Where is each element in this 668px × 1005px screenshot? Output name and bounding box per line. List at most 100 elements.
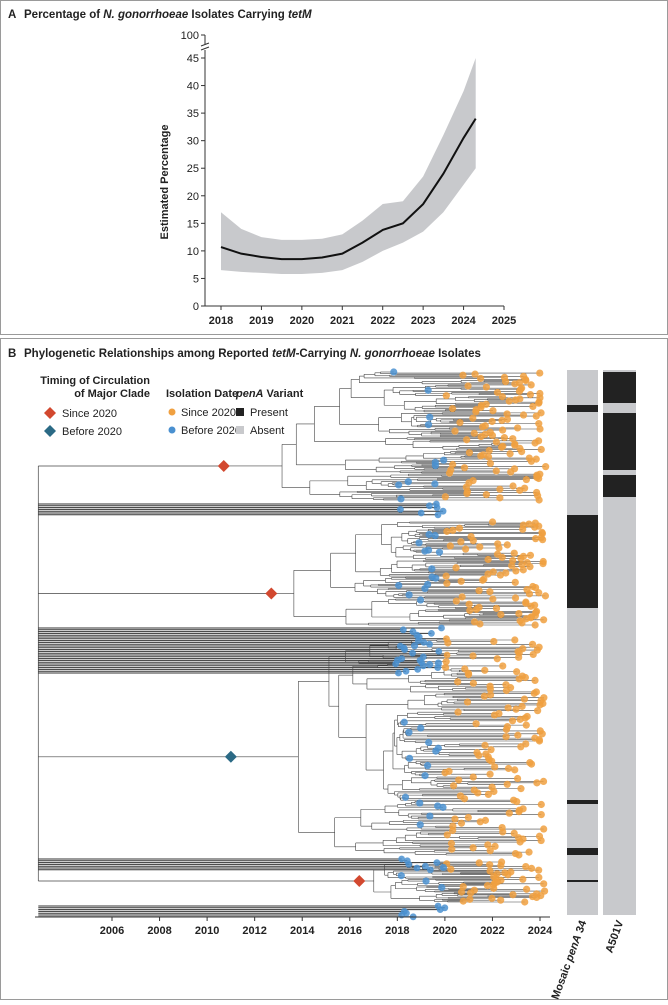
tree-tip: [492, 604, 501, 612]
panel-a-border: [0, 0, 668, 335]
tree-tip: [452, 597, 460, 605]
tree-tip: [442, 392, 450, 400]
tree-tip: [443, 651, 451, 659]
x-tick-label: 2021: [330, 315, 354, 327]
tree-tip: [488, 894, 496, 902]
tree-tip: [480, 692, 489, 700]
axis-break: [200, 42, 210, 51]
tree-tip: [515, 675, 523, 683]
text-part: Isolates: [435, 348, 481, 360]
tree-tip: [469, 679, 478, 687]
tree-tip: [465, 449, 474, 457]
tree-tip: [503, 410, 511, 418]
tree-tip: [527, 602, 535, 610]
tree-tip: [535, 420, 543, 428]
tree-tip: [451, 427, 459, 435]
tree-tip: [455, 776, 463, 784]
tree-tip: [535, 737, 544, 745]
tree-tip: [466, 606, 474, 615]
tree-tip: [495, 544, 503, 552]
panel-b: B Phylogenetic Relationships among Report…: [8, 348, 636, 1001]
tree-tip: [456, 418, 464, 427]
tree-tip: [464, 671, 473, 679]
tree-tip: [531, 439, 539, 447]
tree-tip: [470, 618, 479, 626]
tree-tip: [422, 862, 429, 870]
tree-tip: [492, 467, 500, 475]
tree-tip: [483, 882, 492, 890]
tree-tip: [486, 861, 494, 869]
tree-tip: [520, 695, 529, 703]
tree-tip: [515, 653, 523, 661]
tree-tip: [414, 666, 422, 673]
tree-tip: [536, 701, 544, 709]
tree-tip: [439, 863, 448, 872]
tree-tip: [497, 862, 505, 870]
tree-tip: [531, 583, 540, 592]
tree-tip: [460, 464, 469, 472]
tree-tip: [511, 636, 519, 644]
tree-tip: [498, 553, 506, 561]
tree-tip: [490, 884, 498, 892]
x-tick-label: 2022: [370, 315, 394, 327]
tree-tip: [431, 531, 439, 540]
text-part: Variant: [264, 388, 304, 400]
tree-tip: [517, 743, 525, 751]
tree-tip: [517, 785, 525, 793]
tree-tip: [502, 733, 510, 741]
tree-tip: [502, 686, 511, 695]
legend-label: Before 2020: [181, 425, 241, 437]
tree-tip: [486, 770, 494, 778]
tree-tip: [477, 432, 485, 441]
tree-tip: [492, 438, 500, 446]
tree-tip: [538, 730, 546, 738]
tree-tip: [432, 747, 440, 755]
chart-title: Phylogenetic Relationships among Reporte…: [24, 348, 481, 360]
tree-tip: [486, 685, 494, 693]
x-tick-label: 2019: [249, 315, 273, 327]
x-tick-label: 2006: [100, 925, 124, 937]
tree-tip: [490, 637, 498, 646]
text-part: -Carrying: [296, 348, 350, 360]
tree-tip: [497, 443, 506, 451]
tree-tip: [475, 859, 483, 867]
tree-tip: [457, 819, 466, 827]
tree-tip: [491, 842, 499, 850]
tree-tip: [519, 875, 527, 883]
tree-tip: [459, 897, 467, 905]
tree-tip: [441, 493, 449, 501]
tree-tip: [484, 555, 492, 564]
column-label: Mosaic penA 34: [550, 918, 590, 1000]
tree-tip: [472, 605, 481, 613]
tree-tip: [397, 506, 404, 513]
tree-tip: [477, 452, 485, 460]
chart-title: Percentage of N. gonorrhoeae Isolates Ca…: [24, 9, 312, 21]
tree-tip: [488, 431, 497, 440]
tree-tip: [519, 411, 528, 419]
tree-tip: [504, 704, 512, 712]
tree-tip: [508, 717, 517, 725]
tree-tip: [457, 577, 465, 585]
text-part: A501V: [604, 918, 627, 954]
tree-tip: [395, 581, 403, 590]
tree-tip: [425, 530, 433, 539]
tree-tip: [424, 386, 432, 394]
tree-tip: [397, 495, 405, 503]
x-tick-label: 2010: [195, 925, 219, 937]
tree-tip: [454, 708, 462, 716]
tree-tip: [537, 800, 545, 809]
x-tick-label: 2012: [242, 925, 266, 937]
tree-tip: [518, 702, 526, 710]
tree-tip: [515, 609, 523, 618]
tree-tip: [454, 678, 462, 686]
text-part: of Major Clade: [74, 388, 150, 400]
tree-tip: [460, 795, 469, 803]
tree-tip: [424, 421, 433, 429]
tree-tip: [513, 424, 522, 432]
tree-tip: [516, 838, 524, 846]
tree-tip: [526, 551, 535, 559]
tree-tip: [390, 368, 398, 376]
tree-tip: [395, 481, 403, 489]
legend-swatch: [236, 408, 244, 416]
tree-tip: [417, 509, 425, 517]
